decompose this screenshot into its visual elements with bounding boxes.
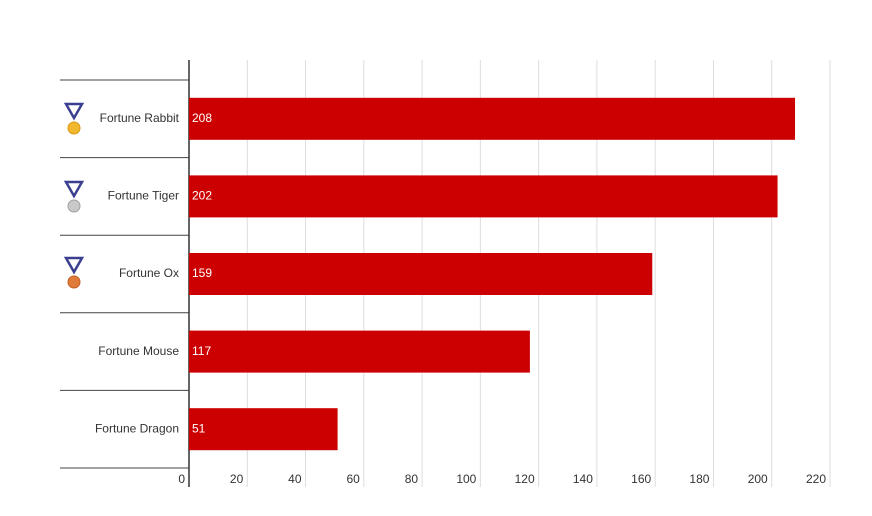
medal-gold (63, 102, 85, 135)
y-tick-label: Fortune Mouse (98, 344, 179, 358)
bar (189, 175, 778, 218)
y-tick-label: Fortune Ox (119, 266, 179, 280)
x-tick-label: 200 (748, 472, 768, 486)
x-tick-label: 40 (288, 472, 302, 486)
y-tick-label: Fortune Tiger (108, 189, 179, 203)
x-tick-label: 220 (806, 472, 826, 486)
value-label: 117 (192, 344, 211, 358)
y-tick-label: Fortune Dragon (95, 421, 179, 435)
x-tick-label: 0 (178, 472, 185, 486)
x-tick-label: 120 (515, 472, 535, 486)
x-tick-label: 20 (230, 472, 244, 486)
bar (189, 330, 530, 373)
x-tick-label: 140 (573, 472, 593, 486)
value-label: 208 (192, 111, 212, 125)
value-label: 159 (192, 266, 212, 280)
x-tick-label: 80 (405, 472, 419, 486)
bar (189, 408, 338, 451)
value-label: 202 (192, 189, 212, 203)
medal-bronze (63, 256, 85, 289)
x-tick-label: 180 (689, 472, 709, 486)
medal-silver (63, 180, 85, 213)
value-label: 51 (192, 421, 206, 435)
x-tick-label: 60 (346, 472, 360, 486)
x-tick-label: 160 (631, 472, 651, 486)
bar (189, 253, 653, 295)
x-tick-label: 100 (456, 472, 476, 486)
bar (189, 97, 796, 140)
y-tick-label: Fortune Rabbit (100, 111, 180, 125)
